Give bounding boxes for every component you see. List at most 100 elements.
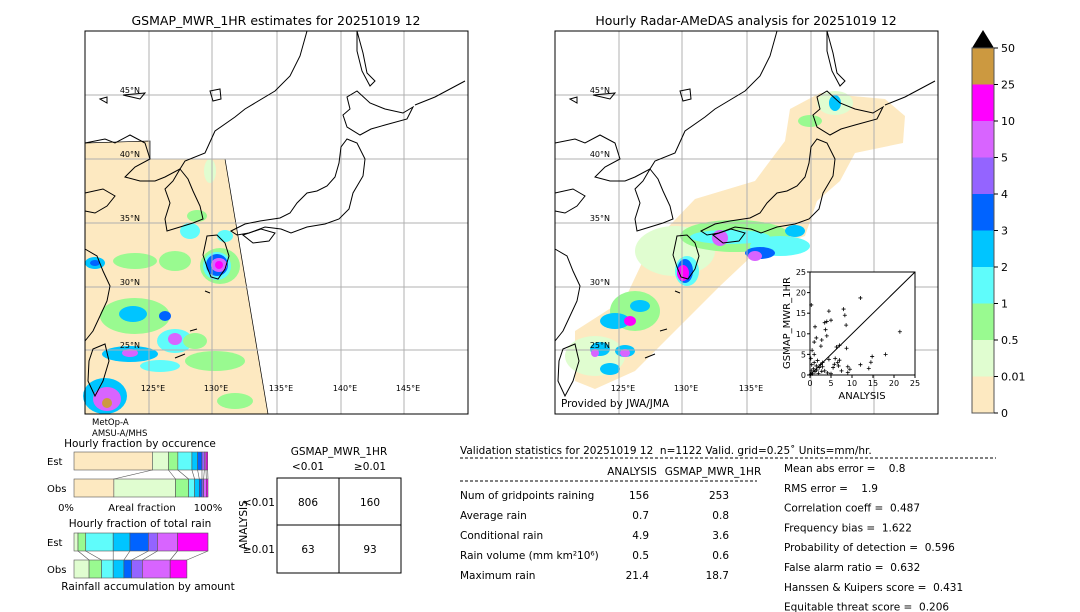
lat-label: 35°N <box>590 214 610 223</box>
bar-category-label: Est <box>47 457 63 468</box>
stat-gsmap-value: 18.7 <box>706 570 729 582</box>
lat-label: 40°N <box>120 150 140 159</box>
scatter-point <box>858 295 863 300</box>
scatter-point <box>829 318 833 323</box>
rain-cell <box>785 225 805 237</box>
lat-label: 45°N <box>590 86 610 95</box>
col-analysis: ANALYSIS <box>607 466 657 478</box>
scatter-point <box>839 368 844 373</box>
lon-label: 125°E <box>611 384 635 393</box>
bar-segment <box>205 451 208 471</box>
scatter-point <box>819 337 824 342</box>
row-title: ANALYSIS <box>238 500 250 550</box>
total-rain-xlabel: Rainfall accumulation by amount <box>61 581 234 593</box>
rain-cell <box>140 360 180 372</box>
rain-cell <box>630 300 650 312</box>
bar-segment <box>131 559 143 579</box>
rain-cell <box>187 210 207 222</box>
total-rain-bars: Est Obs <box>47 532 209 579</box>
stat-analysis-value: 0.7 <box>632 510 649 522</box>
bar-segment <box>198 478 203 498</box>
left-lon-labels: 125°E 130°E 135°E 140°E 145°E <box>141 384 420 393</box>
scatter-point <box>813 324 818 329</box>
bar-segment <box>191 451 198 471</box>
y-tick-label: 10 <box>796 330 806 339</box>
bar-segment <box>123 559 132 579</box>
bar-segment <box>85 532 114 552</box>
score-line: Frequency bias = 1.622 <box>784 522 912 534</box>
colorbar-tick-label: 50 <box>1001 42 1015 55</box>
credit-label: Provided by JWA/JMA <box>561 398 670 410</box>
scatter-point <box>824 319 829 324</box>
colorbar-tick-label: 10 <box>1001 115 1015 128</box>
lat-label: 30°N <box>590 278 610 287</box>
right-lon-labels: 125°E 130°E 135°E <box>611 384 763 393</box>
scatter-point <box>808 356 813 361</box>
bar-segment <box>148 532 158 552</box>
y-tick-label: 15 <box>796 309 806 318</box>
scatter-point <box>825 370 830 375</box>
score-line: Hanssen & Kuipers score = 0.431 <box>784 582 963 594</box>
scatter-point <box>844 346 849 351</box>
bar-segment <box>73 559 90 579</box>
scatter-point <box>845 370 850 375</box>
colorbar-tick-label: 0.01 <box>1001 371 1026 384</box>
right-lat-labels: 45°N 40°N 35°N 30°N 25°N <box>590 86 610 350</box>
rain-cell <box>217 393 253 409</box>
rain-cell <box>798 115 822 127</box>
colorbar-swatch <box>972 376 994 413</box>
cell-false-alarm: 160 <box>360 497 380 509</box>
stat-analysis-value: 0.5 <box>632 550 649 562</box>
rain-cell <box>119 306 147 322</box>
rain-cell <box>102 398 112 408</box>
scatter-point <box>845 364 850 369</box>
rain-cell <box>829 95 841 111</box>
row-label-lt: <0.01 <box>243 497 275 509</box>
rain-cell <box>591 349 599 357</box>
col-label-ge: ≥0.01 <box>354 461 386 473</box>
contingency-title: GSMAP_MWR_1HR <box>291 446 387 458</box>
scatter-point <box>811 366 816 371</box>
scatter-point <box>818 344 823 349</box>
scatter-point <box>831 365 836 370</box>
bar-segment <box>88 559 102 579</box>
left-rain-field <box>83 140 269 415</box>
colorbar-swatch <box>972 48 994 85</box>
scatter-point <box>815 358 820 363</box>
lat-label: 40°N <box>590 150 610 159</box>
scatter-point <box>818 362 823 367</box>
stat-gsmap-value: 0.8 <box>712 510 729 522</box>
validation-stats: Validation statistics for 20251019 12 n=… <box>460 445 996 612</box>
colorbar-tick-label: 1 <box>1001 298 1008 311</box>
bar-segment <box>129 532 149 552</box>
right-map: 45°N 40°N 35°N 30°N 25°N 125°E 130°E 135°E Pro… <box>554 30 939 415</box>
colorbar-tick-label: 0 <box>1001 407 1008 420</box>
scatter-point <box>858 362 863 367</box>
rain-cell <box>748 251 762 261</box>
scatter-point <box>823 327 828 332</box>
bar-segment <box>168 451 179 471</box>
colorbar-swatch <box>972 303 994 340</box>
scatter-point <box>809 302 814 307</box>
colorbar-swatch <box>972 340 994 377</box>
lat-label: 35°N <box>120 214 140 223</box>
lat-label: 25°N <box>120 341 140 350</box>
bar-segment <box>177 532 209 552</box>
bar-segment <box>188 478 195 498</box>
cell-hit: 93 <box>363 544 376 556</box>
stat-gsmap-value: 253 <box>709 490 729 502</box>
bar-segment <box>175 478 189 498</box>
total-rain-title: Hourly fraction of total rain <box>69 518 212 530</box>
rain-cell <box>159 251 191 271</box>
bar-category-label: Est <box>47 538 63 549</box>
contingency-table: GSMAP_MWR_1HR <0.01 ≥0.01 ANALYSIS <0.01… <box>238 446 402 574</box>
rain-cell <box>600 363 620 375</box>
col-label-lt: <0.01 <box>292 461 324 473</box>
bar-segment <box>194 478 200 498</box>
bar-segment <box>73 532 79 552</box>
lon-label: 125°E <box>141 384 165 393</box>
rain-cell <box>217 230 233 242</box>
scatter-point <box>812 352 817 357</box>
colorbar-tick-label: 25 <box>1001 79 1015 92</box>
